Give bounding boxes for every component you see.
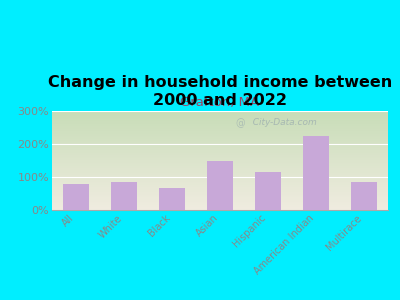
Bar [351, 182, 377, 210]
Bar [303, 136, 329, 210]
Text: City-Data.com: City-Data.com [247, 118, 317, 127]
Text: Grafton, MA: Grafton, MA [180, 96, 260, 109]
Bar [111, 182, 137, 210]
Bar [255, 172, 281, 210]
Text: @: @ [235, 118, 245, 128]
Bar [63, 184, 89, 210]
Title: Change in household income between
2000 and 2022: Change in household income between 2000 … [48, 75, 392, 108]
Bar [159, 188, 185, 210]
Bar [207, 161, 233, 210]
